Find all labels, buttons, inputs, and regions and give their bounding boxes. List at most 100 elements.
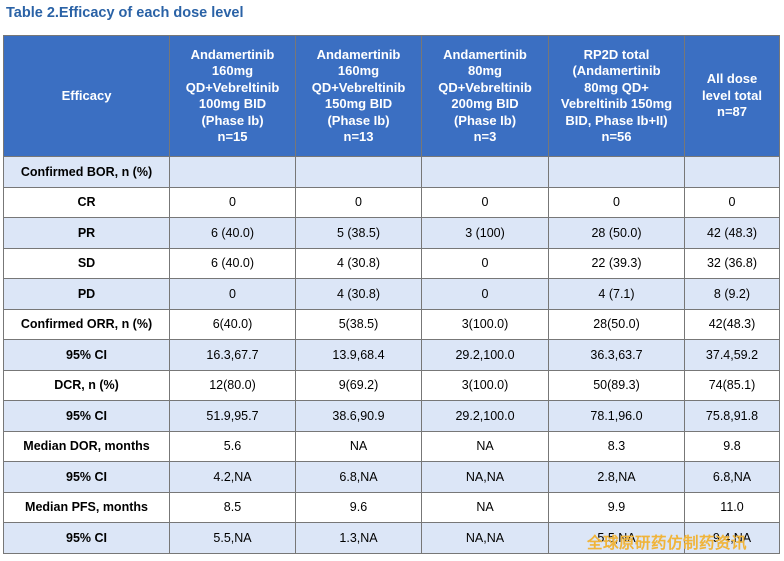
table-cell: 6 (40.0) — [169, 217, 296, 249]
header-line: 80mg — [468, 63, 502, 78]
table-cell: 5.5,NA — [548, 522, 685, 554]
header-rp2d-total: RP2D total (Andamertinib 80mg QD+ Vebrel… — [548, 35, 685, 157]
table-cell: 4 (30.8) — [295, 247, 422, 279]
table-cell: 6 (40.0) — [169, 247, 296, 279]
table-cell: 9.9 — [548, 491, 685, 523]
row-label: 95% CI — [3, 339, 170, 371]
table-cell: 38.6,90.9 — [295, 400, 422, 432]
row-label: Median PFS, months — [3, 491, 170, 523]
table-cell: 9.4,NA — [684, 522, 780, 554]
table-cell: 37.4,59.2 — [684, 339, 780, 371]
table-row: PD 0 4 (30.8) 0 4 (7.1) 8 (9.2) — [3, 278, 780, 310]
table-cell: 4 (30.8) — [295, 278, 422, 310]
table-cell: 4 (7.1) — [548, 278, 685, 310]
table-row: 95% CI 5.5,NA 1.3,NA NA,NA 5.5,NA 9.4,NA — [3, 522, 780, 554]
table-cell: 12(80.0) — [169, 369, 296, 401]
row-label: Confirmed BOR, n (%) — [3, 156, 170, 188]
header-line: Andamertinib — [316, 46, 401, 62]
table-cell: 28 (50.0) — [548, 217, 685, 249]
table-cell — [421, 156, 549, 188]
row-label: 95% CI — [3, 461, 170, 493]
header-all-dose-total: All dose level total n=87 — [684, 35, 780, 157]
header-line: 100mg BID — [198, 96, 267, 111]
table-cell: 22 (39.3) — [548, 247, 685, 279]
header-line: n=13 — [343, 129, 374, 144]
header-line: (Andamertinib — [572, 63, 661, 78]
row-label: 95% CI — [3, 522, 170, 554]
header-line: 80mg QD+ — [584, 79, 649, 95]
table-cell: NA — [295, 430, 422, 462]
table-cell: NA,NA — [421, 461, 549, 493]
table-cell: NA — [421, 491, 549, 523]
header-efficacy: Efficacy — [3, 35, 170, 157]
header-line: Andamertinib — [443, 46, 527, 62]
table-cell — [684, 156, 780, 188]
table-cell: 78.1,96.0 — [548, 400, 685, 432]
row-label: Confirmed ORR, n (%) — [3, 308, 170, 340]
header-line: (Phase Ib) — [327, 112, 390, 128]
table-title: Table 2.Efficacy of each dose level — [6, 5, 244, 21]
header-line: 160mg — [337, 63, 380, 78]
table-cell: 0 — [421, 278, 549, 310]
table-row: Confirmed ORR, n (%) 6(40.0) 5(38.5) 3(1… — [3, 308, 780, 340]
table-cell: 8.5 — [169, 491, 296, 523]
table-cell: 0 — [548, 186, 685, 218]
header-line: 150mg BID — [324, 96, 393, 111]
header-line: n=15 — [217, 129, 248, 144]
table-cell: 5.6 — [169, 430, 296, 462]
table-cell: 29.2,100.0 — [421, 400, 549, 432]
row-label: CR — [3, 186, 170, 218]
table-cell: 13.9,68.4 — [295, 339, 422, 371]
table-cell: 5.5,NA — [169, 522, 296, 554]
table-row: 95% CI 4.2,NA 6.8,NA NA,NA 2.8,NA 6.8,NA — [3, 461, 780, 493]
table-cell: 0 — [684, 186, 780, 218]
header-line: QD+Vebreltinib — [185, 79, 280, 95]
table-cell: 6.8,NA — [684, 461, 780, 493]
table-row: Median PFS, months 8.5 9.6 NA 9.9 11.0 — [3, 491, 780, 523]
table-cell: 0 — [169, 278, 296, 310]
table-cell: 51.9,95.7 — [169, 400, 296, 432]
header-line: QD+Vebreltinib — [311, 79, 406, 95]
header-line: (Phase Ib) — [201, 112, 264, 128]
table-cell: 42 (48.3) — [684, 217, 780, 249]
table-row: 95% CI 51.9,95.7 38.6,90.9 29.2,100.0 78… — [3, 400, 780, 432]
table-cell: 5(38.5) — [295, 308, 422, 340]
table-cell: 9(69.2) — [295, 369, 422, 401]
header-dose-col-1: Andamertinib 160mg QD+Vebreltinib 100mg … — [169, 35, 296, 157]
table-cell: 0 — [295, 186, 422, 218]
table-cell: 11.0 — [684, 491, 780, 523]
table-cell: 3(100.0) — [421, 308, 549, 340]
header-line: Vebreltinib 150mg — [560, 96, 673, 111]
table-cell: 8 (9.2) — [684, 278, 780, 310]
row-label: Median DOR, months — [3, 430, 170, 462]
table-cell: NA,NA — [421, 522, 549, 554]
header-line: RP2D total — [583, 46, 650, 62]
table-cell: 0 — [169, 186, 296, 218]
row-label: PR — [3, 217, 170, 249]
table-cell: 9.8 — [684, 430, 780, 462]
watermark: 全球原研药仿制药资讯 — [587, 534, 748, 552]
header-line: Andamertinib — [190, 46, 275, 62]
table-cell: 74(85.1) — [684, 369, 780, 401]
table-cell: 32 (36.8) — [684, 247, 780, 279]
table-row: 95% CI 16.3,67.7 13.9,68.4 29.2,100.0 36… — [3, 339, 780, 371]
header-line: BID, Phase Ib+II) — [565, 112, 668, 128]
table-cell: 3 (100) — [421, 217, 549, 249]
table-cell: 16.3,67.7 — [169, 339, 296, 371]
row-label: SD — [3, 247, 170, 279]
table-cell — [548, 156, 685, 188]
table-cell: 6.8,NA — [295, 461, 422, 493]
table-row: CR 0 0 0 0 0 — [3, 186, 780, 218]
table-cell — [169, 156, 296, 188]
table-cell: 0 — [421, 186, 549, 218]
table-cell: 50(89.3) — [548, 369, 685, 401]
table-cell — [295, 156, 422, 188]
header-dose-col-3: Andamertinib 80mg QD+Vebreltinib 200mg B… — [421, 35, 549, 157]
header-line: n=3 — [473, 129, 497, 144]
header-dose-col-2: Andamertinib 160mg QD+Vebreltinib 150mg … — [295, 35, 422, 157]
row-label: 95% CI — [3, 400, 170, 432]
header-line: 160mg — [211, 63, 254, 78]
table-row: Confirmed BOR, n (%) — [3, 156, 780, 188]
table-cell: 6(40.0) — [169, 308, 296, 340]
table-row: SD 6 (40.0) 4 (30.8) 0 22 (39.3) 32 (36.… — [3, 247, 780, 279]
